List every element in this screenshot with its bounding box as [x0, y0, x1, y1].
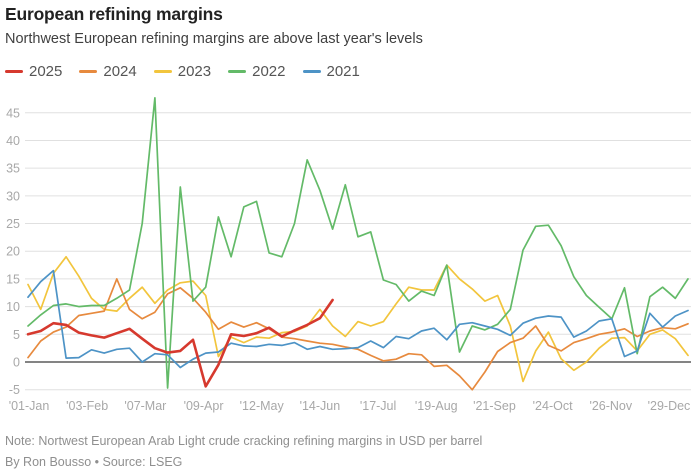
x-tick-label: '24-Oct [533, 399, 573, 413]
y-tick-label: 40 [6, 134, 20, 148]
x-tick-label: '21-Sep [473, 399, 516, 413]
y-tick-label: 0 [13, 356, 20, 370]
series-line-2023 [27, 255, 689, 383]
y-tick-label: 10 [6, 300, 20, 314]
x-tick-label: '19-Aug [415, 399, 458, 413]
y-tick-label: 5 [13, 328, 20, 342]
y-tick-label: 35 [6, 162, 20, 176]
chart-area: -5 0 5 10 15 20 25 30 35 40 45 '01-Jan '03-Feb '07-Ma… [0, 85, 700, 417]
legend-item-2021: 2021 [302, 62, 360, 80]
y-tick-label: 15 [6, 272, 20, 286]
chart-note: Note: Nortwest European Arab Light crude… [5, 434, 483, 448]
legend-item-2025: 2025 [5, 63, 62, 80]
legend-label: 2024 [103, 62, 137, 80]
legend-label: 2025 [29, 62, 63, 80]
x-tick-label: '03-Feb [66, 399, 108, 413]
y-tick-label: 30 [6, 189, 20, 203]
series-line-2024 [27, 278, 689, 391]
y-tick-label: 45 [6, 106, 20, 120]
y-tick-label: -5 [9, 383, 20, 397]
legend-label: 2022 [252, 62, 286, 80]
legend-label: 2021 [326, 62, 360, 80]
legend-swatch-2025 [5, 69, 23, 73]
y-tick-label: 25 [6, 217, 20, 231]
x-tick-label: '26-Nov [589, 399, 632, 413]
legend-item-2024: 2024 [79, 62, 137, 80]
legend-label: 2023 [177, 62, 212, 80]
y-tick-label: 20 [6, 245, 20, 259]
x-tick-label: '14-Jun [300, 399, 341, 413]
x-tick-label: '01-Jan [9, 399, 50, 413]
legend-swatch-2021 [302, 69, 321, 73]
series-line-2022 [27, 96, 689, 389]
x-tick-label: '09-Apr [184, 399, 224, 413]
x-tick-label: '12-May [240, 399, 285, 413]
x-tick-label: '07-Mar [124, 399, 166, 413]
series-line-2021 [27, 269, 689, 369]
x-tick-label: '29-Dec [648, 399, 691, 413]
margin-chart-svg: -5 0 5 10 15 20 25 30 35 40 45 '01-Jan '03-Feb '07-Ma… [6, 96, 691, 413]
legend-swatch-2022 [228, 69, 247, 73]
chart-title: European refining margins [5, 4, 223, 24]
legend-item-2022: 2022 [228, 62, 286, 80]
legend-swatch-2024 [79, 69, 98, 73]
chart-subtitle: Northwest European refining margins are … [5, 31, 423, 47]
chart-legend: 2025 2024 2023 2022 2021 [5, 62, 360, 80]
legend-swatch-2023 [153, 69, 172, 73]
x-tick-label: '17-Jul [360, 399, 396, 413]
legend-item-2023: 2023 [153, 62, 212, 80]
series-line-2025 [26, 298, 334, 388]
chart-byline: By Ron Bousso • Source: LSEG [5, 455, 183, 469]
